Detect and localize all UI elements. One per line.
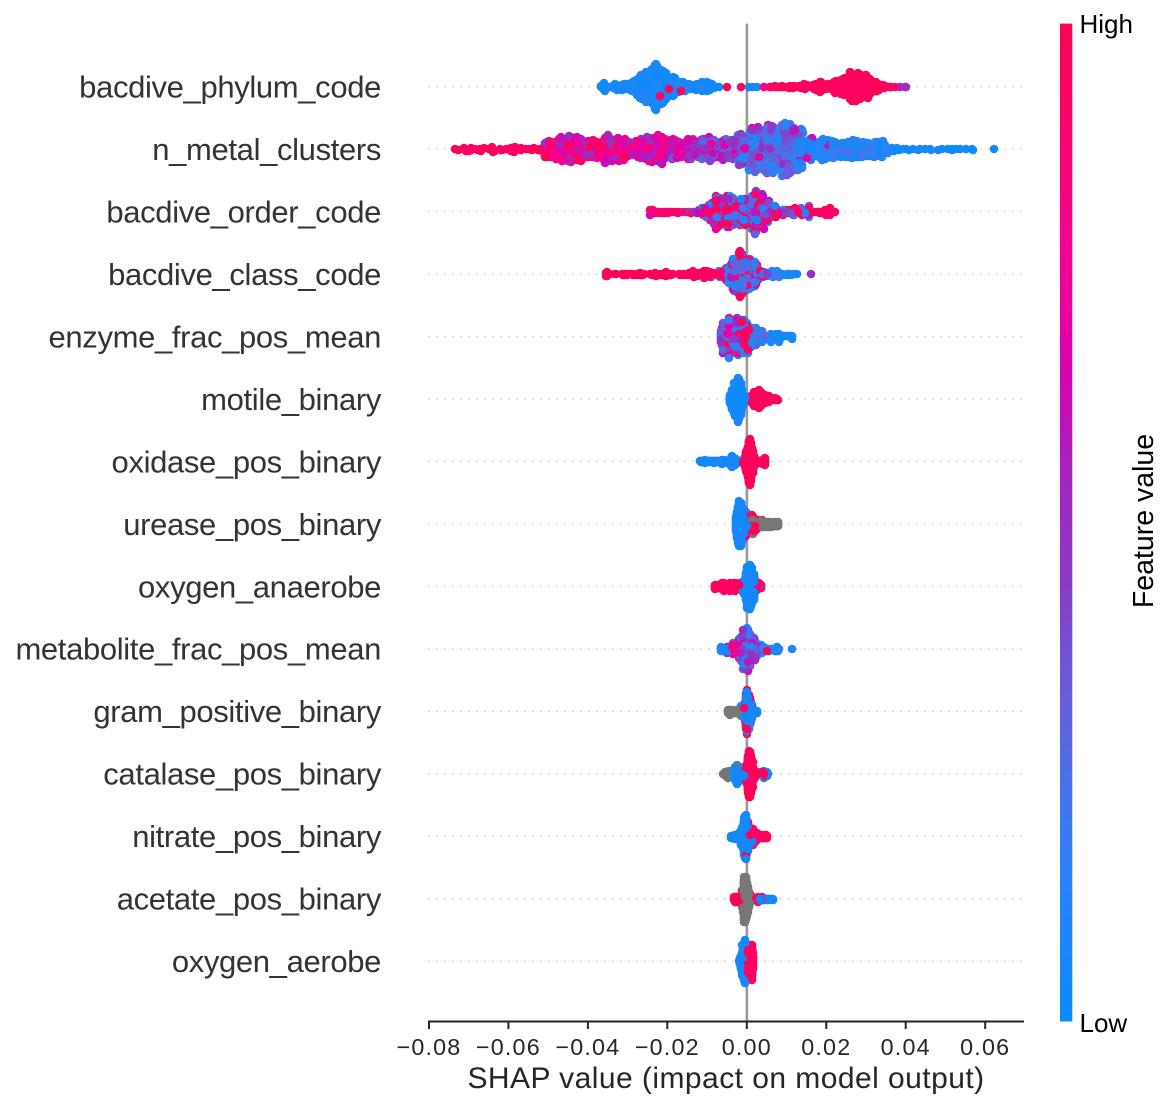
svg-text:urease_pos_binary: urease_pos_binary bbox=[123, 507, 382, 542]
svg-text:0.02: 0.02 bbox=[801, 1034, 851, 1060]
svg-text:bacdive_phylum_code: bacdive_phylum_code bbox=[79, 70, 381, 105]
svg-text:nitrate_pos_binary: nitrate_pos_binary bbox=[132, 819, 382, 854]
svg-text:0.00: 0.00 bbox=[722, 1034, 772, 1060]
svg-text:0.06: 0.06 bbox=[960, 1034, 1010, 1060]
svg-text:n_metal_clusters: n_metal_clusters bbox=[152, 132, 381, 167]
svg-text:bacdive_class_code: bacdive_class_code bbox=[108, 257, 381, 292]
svg-text:Low: Low bbox=[1080, 1008, 1128, 1038]
svg-text:oxidase_pos_binary: oxidase_pos_binary bbox=[112, 444, 382, 479]
svg-text:Feature value: Feature value bbox=[1128, 434, 1160, 608]
svg-text:bacdive_order_code: bacdive_order_code bbox=[106, 194, 381, 229]
svg-text:−0.08: −0.08 bbox=[397, 1034, 462, 1060]
svg-text:enzyme_frac_pos_mean: enzyme_frac_pos_mean bbox=[49, 319, 381, 354]
svg-text:oxygen_anaerobe: oxygen_anaerobe bbox=[138, 569, 381, 604]
svg-text:gram_positive_binary: gram_positive_binary bbox=[93, 694, 382, 729]
svg-text:motile_binary: motile_binary bbox=[201, 382, 382, 417]
svg-text:−0.02: −0.02 bbox=[635, 1034, 700, 1060]
svg-text:catalase_pos_binary: catalase_pos_binary bbox=[103, 757, 382, 792]
svg-text:0.04: 0.04 bbox=[881, 1034, 931, 1060]
svg-text:SHAP value (impact on model ou: SHAP value (impact on model output) bbox=[467, 1062, 984, 1095]
svg-text:−0.04: −0.04 bbox=[555, 1034, 620, 1060]
svg-text:metabolite_frac_pos_mean: metabolite_frac_pos_mean bbox=[15, 632, 381, 667]
svg-text:−0.06: −0.06 bbox=[476, 1034, 541, 1060]
svg-text:acetate_pos_binary: acetate_pos_binary bbox=[117, 882, 382, 917]
svg-text:High: High bbox=[1080, 9, 1133, 39]
svg-text:oxygen_aerobe: oxygen_aerobe bbox=[172, 944, 381, 979]
